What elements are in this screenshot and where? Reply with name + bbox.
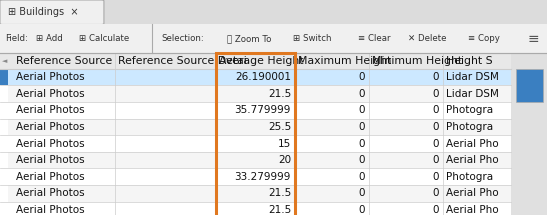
Text: Minimum Height: Minimum Height — [372, 56, 462, 66]
Bar — [0, 0, 547, 25]
Text: Height S: Height S — [446, 56, 492, 66]
Text: Aerial Photos: Aerial Photos — [16, 105, 85, 115]
FancyBboxPatch shape — [0, 0, 104, 25]
Bar — [8, 152, 511, 168]
Text: Aerial Pho: Aerial Pho — [446, 188, 498, 198]
Text: Aerial Photos: Aerial Photos — [16, 172, 85, 182]
Text: 0: 0 — [358, 89, 365, 99]
Text: 25.5: 25.5 — [267, 122, 291, 132]
Text: Reference Source Detai: Reference Source Detai — [118, 56, 246, 66]
Text: Photogra: Photogra — [446, 122, 493, 132]
Bar — [8, 119, 511, 135]
Text: 0: 0 — [358, 155, 365, 165]
Text: 0: 0 — [358, 72, 365, 82]
Text: 0: 0 — [432, 105, 439, 115]
Text: Aerial Photos: Aerial Photos — [16, 138, 85, 149]
Text: 0: 0 — [432, 122, 439, 132]
Text: Aerial Pho: Aerial Pho — [446, 155, 498, 165]
Text: ◄: ◄ — [2, 58, 7, 64]
Text: 15: 15 — [278, 138, 291, 149]
Text: 0: 0 — [432, 188, 439, 198]
Text: Aerial Photos: Aerial Photos — [16, 89, 85, 99]
Text: Aerial Photos: Aerial Photos — [16, 205, 85, 215]
Text: 0: 0 — [432, 172, 439, 182]
Text: Photogra: Photogra — [446, 105, 493, 115]
Text: 0: 0 — [432, 72, 439, 82]
Text: 0: 0 — [358, 138, 365, 149]
Bar — [516, 69, 543, 102]
Bar — [216, 54, 295, 215]
Text: ≡ Clear: ≡ Clear — [358, 34, 391, 43]
Text: 0: 0 — [432, 138, 439, 149]
Text: ≡: ≡ — [527, 32, 539, 46]
Text: 🔍 Zoom To: 🔍 Zoom To — [227, 34, 271, 43]
Text: 0: 0 — [432, 155, 439, 165]
Text: 20: 20 — [278, 155, 291, 165]
Text: Aerial Pho: Aerial Pho — [446, 138, 498, 149]
Text: ⊞ Buildings  ×: ⊞ Buildings × — [8, 7, 79, 17]
Text: Lidar DSM: Lidar DSM — [446, 72, 499, 82]
Text: 21.5: 21.5 — [267, 188, 291, 198]
Text: 35.779999: 35.779999 — [235, 105, 291, 115]
Text: Aerial Photos: Aerial Photos — [16, 72, 85, 82]
Text: Field:: Field: — [5, 34, 28, 43]
Text: 0: 0 — [432, 89, 439, 99]
Text: Reference Source: Reference Source — [16, 56, 113, 66]
Bar — [0, 25, 547, 54]
Bar — [8, 102, 511, 119]
Text: ✕ Delete: ✕ Delete — [408, 34, 446, 43]
Text: Aerial Photos: Aerial Photos — [16, 155, 85, 165]
Bar — [8, 135, 511, 152]
Text: Lidar DSM: Lidar DSM — [446, 89, 499, 99]
Text: 21.5: 21.5 — [267, 205, 291, 215]
Text: Average Height: Average Height — [219, 56, 303, 66]
Bar — [8, 202, 511, 215]
Text: ⊞ Add: ⊞ Add — [36, 34, 62, 43]
Bar — [511, 54, 547, 215]
Text: 0: 0 — [358, 122, 365, 132]
Text: Aerial Photos: Aerial Photos — [16, 188, 85, 198]
Text: Aerial Photos: Aerial Photos — [16, 122, 85, 132]
Text: Aerial Pho: Aerial Pho — [446, 205, 498, 215]
Text: Photogra: Photogra — [446, 172, 493, 182]
Text: ⊞ Calculate: ⊞ Calculate — [79, 34, 130, 43]
Text: ≡ Copy: ≡ Copy — [468, 34, 499, 43]
Text: 21.5: 21.5 — [267, 89, 291, 99]
Text: Maximum Height: Maximum Height — [298, 56, 391, 66]
Text: 0: 0 — [358, 205, 365, 215]
Bar — [8, 69, 511, 86]
Text: 0: 0 — [358, 105, 365, 115]
Bar — [8, 185, 511, 202]
Bar — [8, 86, 511, 102]
Text: 0: 0 — [358, 172, 365, 182]
Text: 0: 0 — [358, 188, 365, 198]
Text: ⊞ Switch: ⊞ Switch — [293, 34, 331, 43]
Bar — [8, 168, 511, 185]
Bar — [0, 69, 8, 86]
Text: Selection:: Selection: — [161, 34, 204, 43]
Text: 0: 0 — [432, 205, 439, 215]
Text: 26.190001: 26.190001 — [235, 72, 291, 82]
Text: 33.279999: 33.279999 — [235, 172, 291, 182]
Bar — [0, 54, 511, 69]
